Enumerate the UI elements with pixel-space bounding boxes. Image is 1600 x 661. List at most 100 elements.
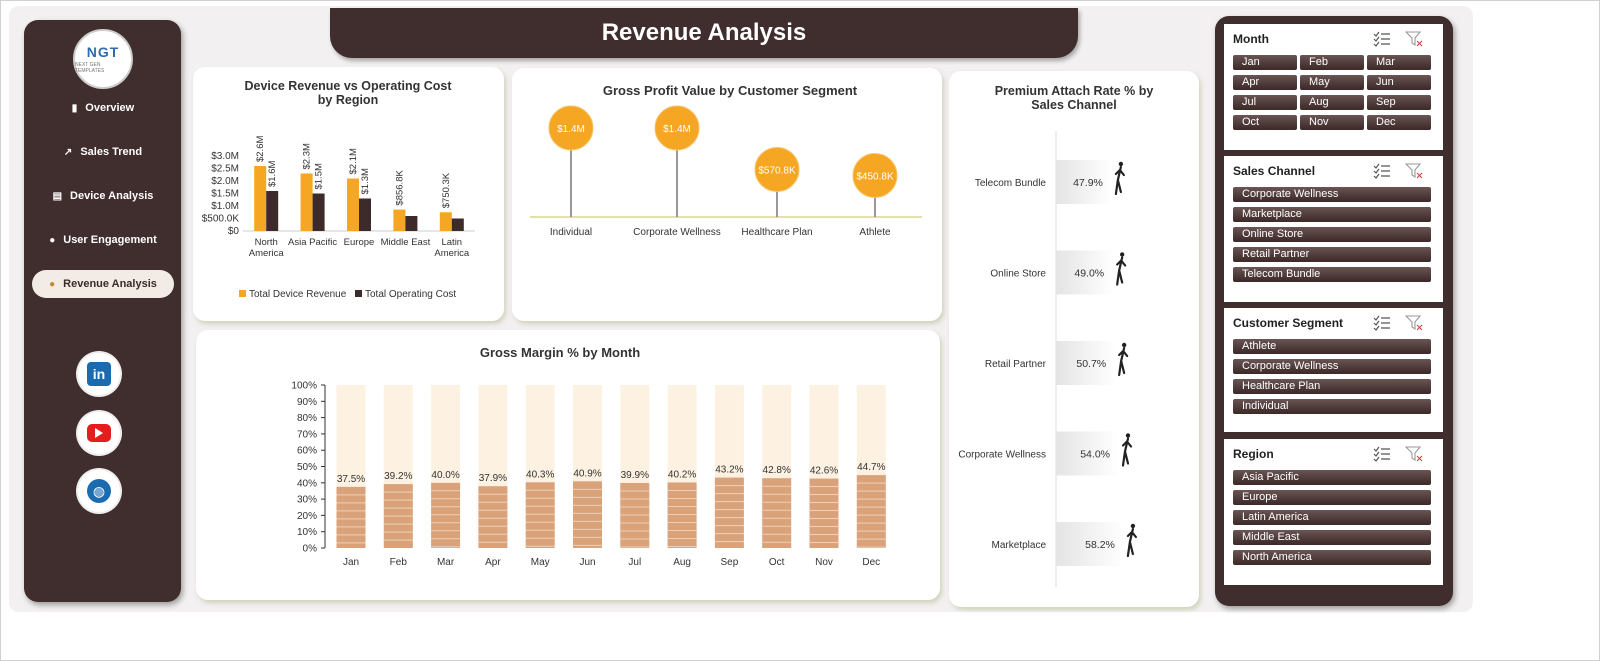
slicer-item[interactable]: Latin America bbox=[1233, 510, 1431, 525]
y-tick-label: 20% bbox=[297, 511, 317, 522]
slicer-item[interactable]: Marketplace bbox=[1233, 207, 1431, 222]
bar-margin bbox=[856, 475, 886, 548]
attach-rate-card: Premium Attach Rate % by Sales Channel 47.… bbox=[949, 71, 1199, 607]
data-label: $1.3M bbox=[360, 168, 371, 194]
slicer-item[interactable]: Oct bbox=[1233, 115, 1297, 130]
slicer-item[interactable]: North America bbox=[1233, 550, 1431, 565]
y-tick-label: $500.0K bbox=[202, 214, 240, 225]
slicer-item[interactable]: Healthcare Plan bbox=[1233, 379, 1431, 394]
slicer-item[interactable]: Jan bbox=[1233, 55, 1297, 70]
x-tick-label: Healthcare Plan bbox=[741, 227, 812, 238]
bar-revenue bbox=[439, 212, 452, 231]
x-tick-label: Individual bbox=[550, 227, 592, 238]
clear-filter-icon[interactable] bbox=[1404, 315, 1423, 331]
money-bag-icon: ● bbox=[49, 278, 56, 290]
slicer-item[interactable]: Europe bbox=[1233, 490, 1431, 505]
multi-select-icon[interactable] bbox=[1373, 446, 1391, 462]
data-label: $1.4M bbox=[557, 124, 585, 135]
data-label: 50.7% bbox=[1076, 358, 1106, 370]
globe-icon: ◍ bbox=[87, 479, 111, 503]
x-tick-label: Jun bbox=[579, 557, 595, 568]
nav-label: Sales Trend bbox=[80, 146, 143, 158]
clear-filter-icon[interactable] bbox=[1404, 31, 1423, 47]
data-label: $2.1M bbox=[348, 148, 359, 174]
legend-label: Total Operating Cost bbox=[365, 289, 456, 300]
attach-rate-chart: Premium Attach Rate % by Sales Channel 47.… bbox=[958, 84, 1154, 587]
y-tick-label: 40% bbox=[297, 478, 317, 489]
data-label: 44.7% bbox=[857, 462, 885, 473]
x-tick-label: Middle East bbox=[381, 237, 431, 248]
x-tick-label: Latin America bbox=[434, 237, 470, 259]
bar-margin bbox=[620, 482, 650, 548]
data-label: 37.5% bbox=[337, 474, 365, 485]
logo-subtext: NEXT GEN TEMPLATES bbox=[75, 62, 105, 74]
slicer-item[interactable]: Corporate Wellness bbox=[1233, 187, 1431, 202]
bar-margin bbox=[336, 486, 366, 548]
y-tick-label: Telecom Bundle bbox=[975, 178, 1047, 189]
data-label: 42.6% bbox=[810, 466, 838, 477]
youtube-button[interactable] bbox=[78, 412, 120, 454]
chart-title: Premium Attach Rate % by Sales Channel bbox=[995, 84, 1154, 112]
slicer-item[interactable]: Online Store bbox=[1233, 227, 1431, 242]
slicer-item[interactable]: Nov bbox=[1300, 115, 1364, 130]
x-tick-label: Jan bbox=[343, 557, 359, 568]
runner-icon bbox=[1126, 523, 1137, 558]
legend-label: Total Device Revenue bbox=[249, 289, 347, 300]
nav-revenue-analysis[interactable]: ● Revenue Analysis bbox=[32, 270, 174, 298]
clear-filter-icon[interactable] bbox=[1404, 163, 1423, 179]
slicer-item[interactable]: Sep bbox=[1367, 95, 1431, 110]
slicer-item[interactable]: Asia Pacific bbox=[1233, 470, 1431, 485]
slicer-item[interactable]: Individual bbox=[1233, 399, 1431, 414]
bar-cost bbox=[266, 191, 279, 231]
linkedin-button[interactable]: in bbox=[78, 353, 120, 395]
legend-swatch-revenue bbox=[239, 290, 246, 297]
bar-attach bbox=[1056, 250, 1114, 295]
bar-margin bbox=[431, 482, 461, 548]
x-tick-label: Nov bbox=[815, 557, 833, 568]
data-label: 39.2% bbox=[384, 471, 412, 482]
data-label: 40.2% bbox=[668, 469, 696, 480]
x-tick-label: Jul bbox=[628, 557, 641, 568]
multi-select-icon[interactable] bbox=[1373, 31, 1391, 47]
slicer-item[interactable]: Feb bbox=[1300, 55, 1364, 70]
slicer-item[interactable]: Corporate Wellness bbox=[1233, 359, 1431, 374]
data-label: 40.0% bbox=[431, 470, 459, 481]
x-tick-label: Feb bbox=[390, 557, 408, 568]
clear-filter-icon[interactable] bbox=[1404, 446, 1423, 462]
nav-device-analysis[interactable]: ▤ Device Analysis bbox=[32, 182, 174, 210]
nav-sales-trend[interactable]: ↗ Sales Trend bbox=[32, 138, 174, 166]
logo-text: NGT bbox=[86, 44, 120, 60]
nav-overview[interactable]: ▮ Overview bbox=[32, 94, 174, 122]
slicer-item[interactable]: Aug bbox=[1300, 95, 1364, 110]
nav-user-engagement[interactable]: ● User Engagement bbox=[32, 226, 174, 254]
y-tick-label: 50% bbox=[297, 462, 317, 473]
data-label: 37.9% bbox=[479, 473, 507, 484]
y-tick-label: Online Store bbox=[990, 269, 1046, 280]
slicer-item[interactable]: Retail Partner bbox=[1233, 247, 1431, 262]
data-label: $1.4M bbox=[663, 124, 691, 135]
slicer-item[interactable]: May bbox=[1300, 75, 1364, 90]
youtube-icon bbox=[87, 424, 111, 442]
slicer-item[interactable]: Jul bbox=[1233, 95, 1297, 110]
y-tick-label: Corporate Wellness bbox=[958, 450, 1046, 461]
slicer-item[interactable]: Telecom Bundle bbox=[1233, 267, 1431, 282]
bar-margin bbox=[762, 478, 792, 548]
data-label: $2.6M bbox=[255, 136, 266, 162]
nav-label: Revenue Analysis bbox=[63, 278, 157, 290]
y-tick-label: 0% bbox=[303, 544, 318, 555]
multi-select-icon[interactable] bbox=[1373, 163, 1391, 179]
slicer-item[interactable]: Middle East bbox=[1233, 530, 1431, 545]
slicer-item[interactable]: Jun bbox=[1367, 75, 1431, 90]
lollipop-marker bbox=[852, 152, 898, 198]
multi-select-icon[interactable] bbox=[1373, 315, 1391, 331]
slicer-item[interactable]: Athlete bbox=[1233, 339, 1431, 354]
website-button[interactable]: ◍ bbox=[78, 470, 120, 512]
slicer-item[interactable]: Apr bbox=[1233, 75, 1297, 90]
logo: NGT NEXT GEN TEMPLATES bbox=[73, 29, 133, 89]
slicer-item[interactable]: Dec bbox=[1367, 115, 1431, 130]
y-tick-label: 100% bbox=[291, 381, 317, 392]
slicer-item[interactable]: Mar bbox=[1367, 55, 1431, 70]
page-title-banner: Revenue Analysis bbox=[330, 8, 1078, 58]
gross-margin-card: Gross Margin % by Month 0% 10% 20% 30% 40% 50… bbox=[196, 330, 940, 600]
x-tick-label: Apr bbox=[485, 557, 501, 568]
